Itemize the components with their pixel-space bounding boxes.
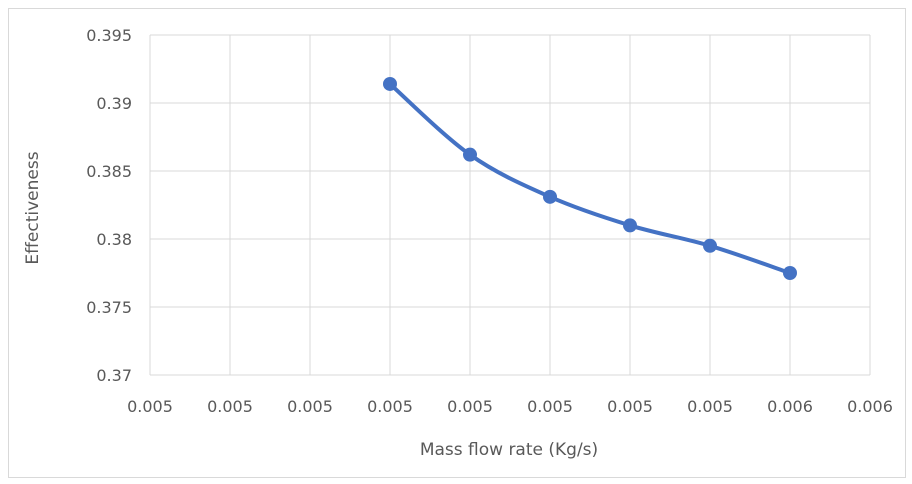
data-point: [383, 76, 397, 91]
data-point: [463, 147, 477, 162]
y-tick-label: 0.38: [96, 230, 132, 249]
x-tick-label: 0.005: [687, 397, 733, 416]
y-tick-label: 0.37: [96, 366, 132, 385]
series-layer: [383, 76, 797, 280]
y-axis-tick-labels: 0.37 0.375 0.38 0.385 0.39 0.395: [86, 26, 132, 385]
series-line: [388, 81, 792, 275]
y-tick-label: 0.375: [86, 298, 132, 317]
y-axis-title: Effectiveness: [23, 151, 43, 264]
x-tick-label: 0.005: [207, 397, 253, 416]
y-tick-label: 0.385: [86, 162, 132, 181]
gridlines: [149, 34, 871, 376]
x-tick-label: 0.006: [847, 397, 893, 416]
data-point: [783, 266, 797, 280]
x-axis-title: Mass flow rate (Kg/s): [420, 440, 598, 460]
y-tick-label: 0.395: [86, 26, 132, 45]
x-axis-tick-labels: 0.005 0.005 0.005 0.005 0.005 0.005 0.005 0.005…: [127, 397, 893, 416]
data-point: [703, 238, 717, 253]
x-tick-label: 0.005: [367, 397, 413, 416]
x-tick-label: 0.005: [287, 397, 333, 416]
y-tick-label: 0.39: [96, 94, 132, 113]
data-point: [543, 189, 557, 204]
x-tick-label: 0.006: [767, 397, 813, 416]
x-tick-label: 0.005: [127, 397, 173, 416]
chart-area: [8, 8, 906, 478]
data-point: [623, 218, 637, 233]
x-tick-label: 0.005: [527, 397, 573, 416]
x-tick-label: 0.005: [607, 397, 653, 416]
x-tick-label: 0.005: [447, 397, 493, 416]
